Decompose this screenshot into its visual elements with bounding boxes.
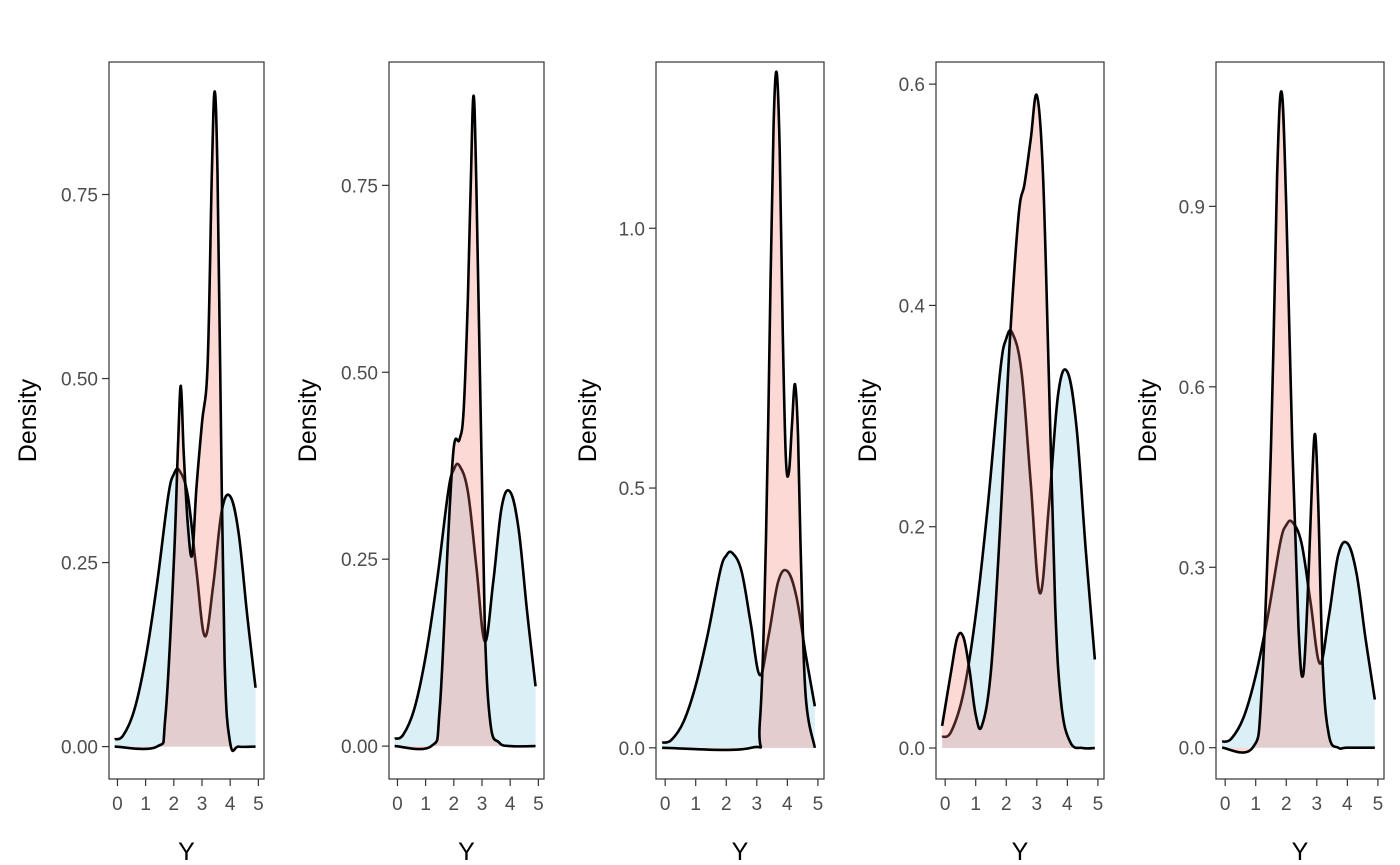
x-tick-label: 1 xyxy=(140,794,151,815)
density-area-red xyxy=(114,91,256,751)
density-line-red xyxy=(662,70,817,752)
x-tick-label: 3 xyxy=(1032,794,1043,815)
density-area-red xyxy=(394,95,536,750)
x-tick-label: 1 xyxy=(970,794,981,815)
x-tick-label: 0 xyxy=(1220,794,1231,815)
y-tick-label: 0.25 xyxy=(61,554,98,575)
y-axis-title: Density xyxy=(854,378,882,462)
y-tick-label: 0.9 xyxy=(1179,197,1205,218)
x-tick-label: 2 xyxy=(721,794,732,815)
x-tick-label: 5 xyxy=(1093,794,1104,815)
y-axis-title: Density xyxy=(1134,378,1162,462)
density-panel-4: 0.0 0.2 0.4 0.6 0 1 2 3 4 5 Y Density xyxy=(854,61,1105,865)
x-tick-label: 4 xyxy=(1062,794,1073,815)
y-tick-label: 0.25 xyxy=(341,550,378,571)
x-tick-label: 5 xyxy=(813,794,824,815)
panel-border xyxy=(655,61,825,780)
density-line-red xyxy=(394,94,536,751)
y-tick-label: 0.0 xyxy=(619,739,645,760)
y-axis-title: Density xyxy=(574,378,602,462)
y-axis-title: Density xyxy=(294,378,322,462)
panel-border xyxy=(935,61,1105,780)
y-tick-label: 0.2 xyxy=(899,518,925,539)
x-tick-label: 5 xyxy=(1373,794,1384,815)
density-area-blue xyxy=(394,463,536,747)
x-tick-label: 0 xyxy=(660,794,671,815)
x-tick-label: 2 xyxy=(1001,794,1012,815)
x-tick-label: 1 xyxy=(420,794,431,815)
y-tick-label: 0.6 xyxy=(1179,378,1205,399)
x-tick-label: 2 xyxy=(449,794,460,815)
density-line-red xyxy=(940,93,1095,750)
density-panel-1: 0.00 0.25 0.50 0.75 0 1 2 3 4 5 Y Density xyxy=(14,61,265,865)
x-axis-title: Y xyxy=(732,838,749,865)
x-tick-label: 3 xyxy=(752,794,763,815)
y-tick-label: 0.00 xyxy=(61,738,98,759)
density-panel-3: 0.0 0.5 1.0 0 1 2 3 4 5 Y Density xyxy=(574,61,825,865)
panel-border xyxy=(388,61,545,780)
x-tick-label: 0 xyxy=(940,794,951,815)
y-tick-label: 0.50 xyxy=(341,363,378,384)
x-tick-label: 3 xyxy=(477,794,488,815)
x-tick-label: 2 xyxy=(169,794,180,815)
density-line-blue xyxy=(661,550,817,744)
x-tick-label: 2 xyxy=(1281,794,1292,815)
x-tick-label: 1 xyxy=(1250,794,1261,815)
x-tick-label: 0 xyxy=(112,794,123,815)
y-axis-title: Density xyxy=(14,378,42,462)
density-area-red xyxy=(662,71,815,750)
density-line-blue xyxy=(941,329,1097,739)
panel-border xyxy=(108,61,265,780)
y-tick-label: 0.00 xyxy=(341,737,378,758)
y-tick-label: 0.0 xyxy=(1179,739,1205,760)
x-tick-label: 1 xyxy=(690,794,701,815)
x-tick-label: 4 xyxy=(782,794,793,815)
density-panel-5: 0.0 0.3 0.6 0.9 0 1 2 3 4 5 Y Density xyxy=(1134,61,1385,865)
density-line-red xyxy=(1221,90,1375,754)
density-area-blue xyxy=(114,468,256,747)
y-tick-label: 0.0 xyxy=(899,739,925,760)
x-tick-label: 4 xyxy=(1342,794,1353,815)
panel-border xyxy=(1215,61,1385,780)
y-tick-label: 0.5 xyxy=(619,479,645,500)
x-tick-label: 5 xyxy=(253,794,264,815)
density-line-blue xyxy=(114,467,257,741)
x-tick-label: 3 xyxy=(1312,794,1323,815)
y-tick-label: 0.75 xyxy=(61,186,98,207)
density-line-red xyxy=(114,90,256,753)
x-tick-label: 5 xyxy=(533,794,544,815)
y-tick-label: 0.4 xyxy=(899,296,926,317)
y-tick-label: 0.50 xyxy=(61,370,98,391)
x-axis-title: Y xyxy=(1012,838,1029,865)
x-tick-label: 4 xyxy=(225,794,236,815)
x-tick-label: 4 xyxy=(505,794,516,815)
density-panel-2: 0.00 0.25 0.50 0.75 0 1 2 3 4 5 Y Density xyxy=(294,61,545,865)
y-tick-label: 0.75 xyxy=(341,176,378,197)
density-area-red xyxy=(942,94,1095,749)
density-line-blue xyxy=(394,462,537,740)
y-tick-label: 0.6 xyxy=(899,75,925,96)
x-axis-title: Y xyxy=(458,838,475,865)
density-area-blue xyxy=(662,551,815,748)
x-tick-label: 0 xyxy=(392,794,403,815)
x-axis-title: Y xyxy=(178,838,195,865)
x-axis-title: Y xyxy=(1292,838,1309,865)
density-line-blue xyxy=(1221,519,1377,743)
y-tick-label: 0.3 xyxy=(1179,558,1205,579)
x-tick-label: 3 xyxy=(197,794,208,815)
y-tick-label: 1.0 xyxy=(619,219,645,240)
